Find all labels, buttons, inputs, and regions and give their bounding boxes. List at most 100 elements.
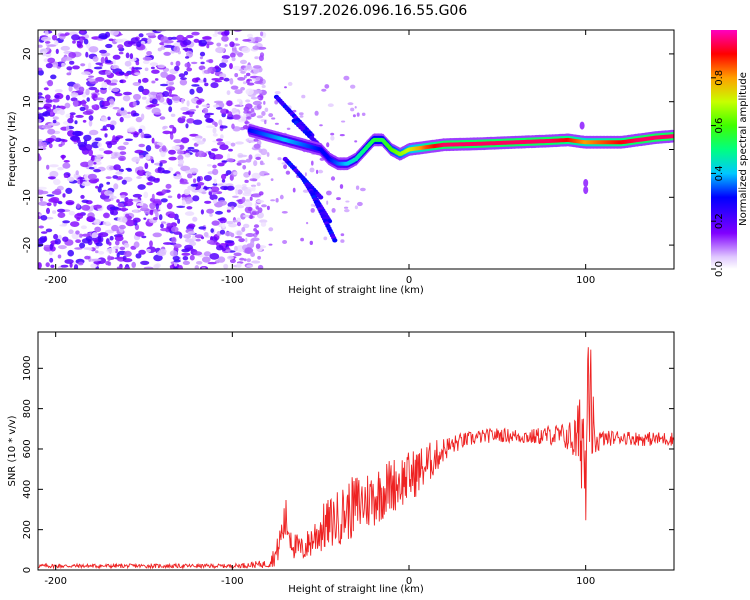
noise-blob <box>143 60 150 65</box>
noise-blob <box>155 203 159 210</box>
noise-blob <box>38 225 44 229</box>
noise-blob <box>65 125 70 131</box>
noise-blob <box>61 62 66 67</box>
noise-blob <box>253 67 260 74</box>
noise-blob <box>204 200 212 204</box>
noise-blob <box>205 118 214 123</box>
noise-blob <box>214 80 222 83</box>
noise-blob <box>132 100 137 107</box>
noise-blob <box>221 58 229 64</box>
noise-blob <box>38 189 44 195</box>
noise-blob <box>192 137 202 141</box>
noise-blob <box>113 164 121 171</box>
noise-blob <box>65 187 73 194</box>
noise-blob <box>130 37 139 44</box>
noise-blob <box>165 183 172 189</box>
noise-blob <box>219 144 229 151</box>
noise-blob <box>219 229 226 235</box>
noise-blob <box>81 233 91 237</box>
noise-blob <box>103 198 111 202</box>
noise-blob <box>65 94 70 101</box>
noise-blob <box>216 245 224 251</box>
noise-blob <box>100 56 105 64</box>
noise-blob <box>256 96 261 100</box>
noise-blob <box>160 228 169 232</box>
noise-blob <box>224 44 228 47</box>
noise-blob <box>164 40 174 44</box>
snr-panel: -200 -100 0 100 0 200 400 600 800 1000 Height of… <box>7 331 675 595</box>
noise-blob <box>105 260 111 266</box>
noise-blob <box>226 90 231 96</box>
noise-blob <box>49 164 59 168</box>
noise-blob <box>208 190 213 196</box>
noise-blob <box>228 148 233 152</box>
noise-blob <box>125 138 133 142</box>
noise-blob <box>135 116 143 123</box>
noise-blob <box>212 168 219 176</box>
noise-blob <box>242 165 247 170</box>
noise-blob <box>58 143 63 147</box>
noise-blob <box>132 217 141 223</box>
noise-blob <box>162 125 168 129</box>
noise-blob <box>200 61 205 65</box>
noise-blob <box>86 97 90 102</box>
noise-blob <box>238 154 248 158</box>
noise-blob <box>146 248 151 253</box>
noise-blob <box>309 240 313 245</box>
noise-blob <box>232 114 241 120</box>
noise-blob <box>170 113 176 118</box>
noise-blob <box>183 71 189 76</box>
noise-blob <box>192 216 198 222</box>
noise-blob <box>249 196 253 201</box>
noise-blob <box>274 91 281 95</box>
noise-blob <box>237 160 247 163</box>
x-tick-label: -100 <box>221 275 244 286</box>
noise-blob <box>187 231 196 235</box>
noise-blob <box>111 224 119 232</box>
noise-blob <box>149 240 153 247</box>
noise-blob <box>153 264 160 269</box>
noise-blob <box>344 206 349 209</box>
noise-blob <box>111 79 118 83</box>
noise-blob <box>47 57 56 63</box>
noise-blob <box>279 194 284 200</box>
noise-blob <box>248 170 251 176</box>
noise-blob <box>99 49 107 54</box>
noise-blob <box>149 209 154 216</box>
noise-blob <box>110 120 117 126</box>
noise-blob <box>54 40 59 46</box>
noise-blob <box>171 95 181 101</box>
noise-blob <box>151 193 155 201</box>
noise-blob <box>226 158 235 163</box>
spectrogram-y-label: Frequency (Hz) <box>7 111 18 187</box>
snr-line-layer <box>38 347 674 570</box>
noise-blob <box>257 207 263 214</box>
noise-blob <box>146 51 153 56</box>
noise-blob <box>83 134 92 142</box>
noise-blob <box>231 123 235 130</box>
noise-blob <box>84 255 91 260</box>
noise-blob <box>50 74 57 80</box>
noise-blob <box>261 85 266 88</box>
noise-blob <box>236 230 242 236</box>
colorbar-tick-label: 0.2 <box>714 213 725 229</box>
noise-blob <box>38 141 44 147</box>
noise-blob <box>47 123 57 126</box>
noise-blob <box>132 67 143 70</box>
noise-blob <box>154 112 162 115</box>
noise-blob <box>142 56 153 61</box>
noise-blob <box>112 246 120 249</box>
noise-blob <box>67 117 74 124</box>
noise-blob <box>168 156 177 161</box>
noise-blob <box>120 194 126 199</box>
noise-blob <box>191 149 200 153</box>
noise-blob <box>159 116 166 120</box>
noise-blob <box>173 259 181 263</box>
noise-blob <box>124 60 132 67</box>
noise-blob <box>268 243 273 246</box>
noise-blob <box>104 229 115 234</box>
snr-plot-area <box>38 332 674 570</box>
colorbar: 0.0 0.2 0.4 0.6 0.8 Normalized spectral ampl… <box>711 30 749 277</box>
noise-blob <box>261 111 266 116</box>
